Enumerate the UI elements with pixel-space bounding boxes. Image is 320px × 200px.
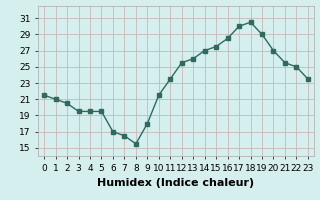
- X-axis label: Humidex (Indice chaleur): Humidex (Indice chaleur): [97, 178, 255, 188]
